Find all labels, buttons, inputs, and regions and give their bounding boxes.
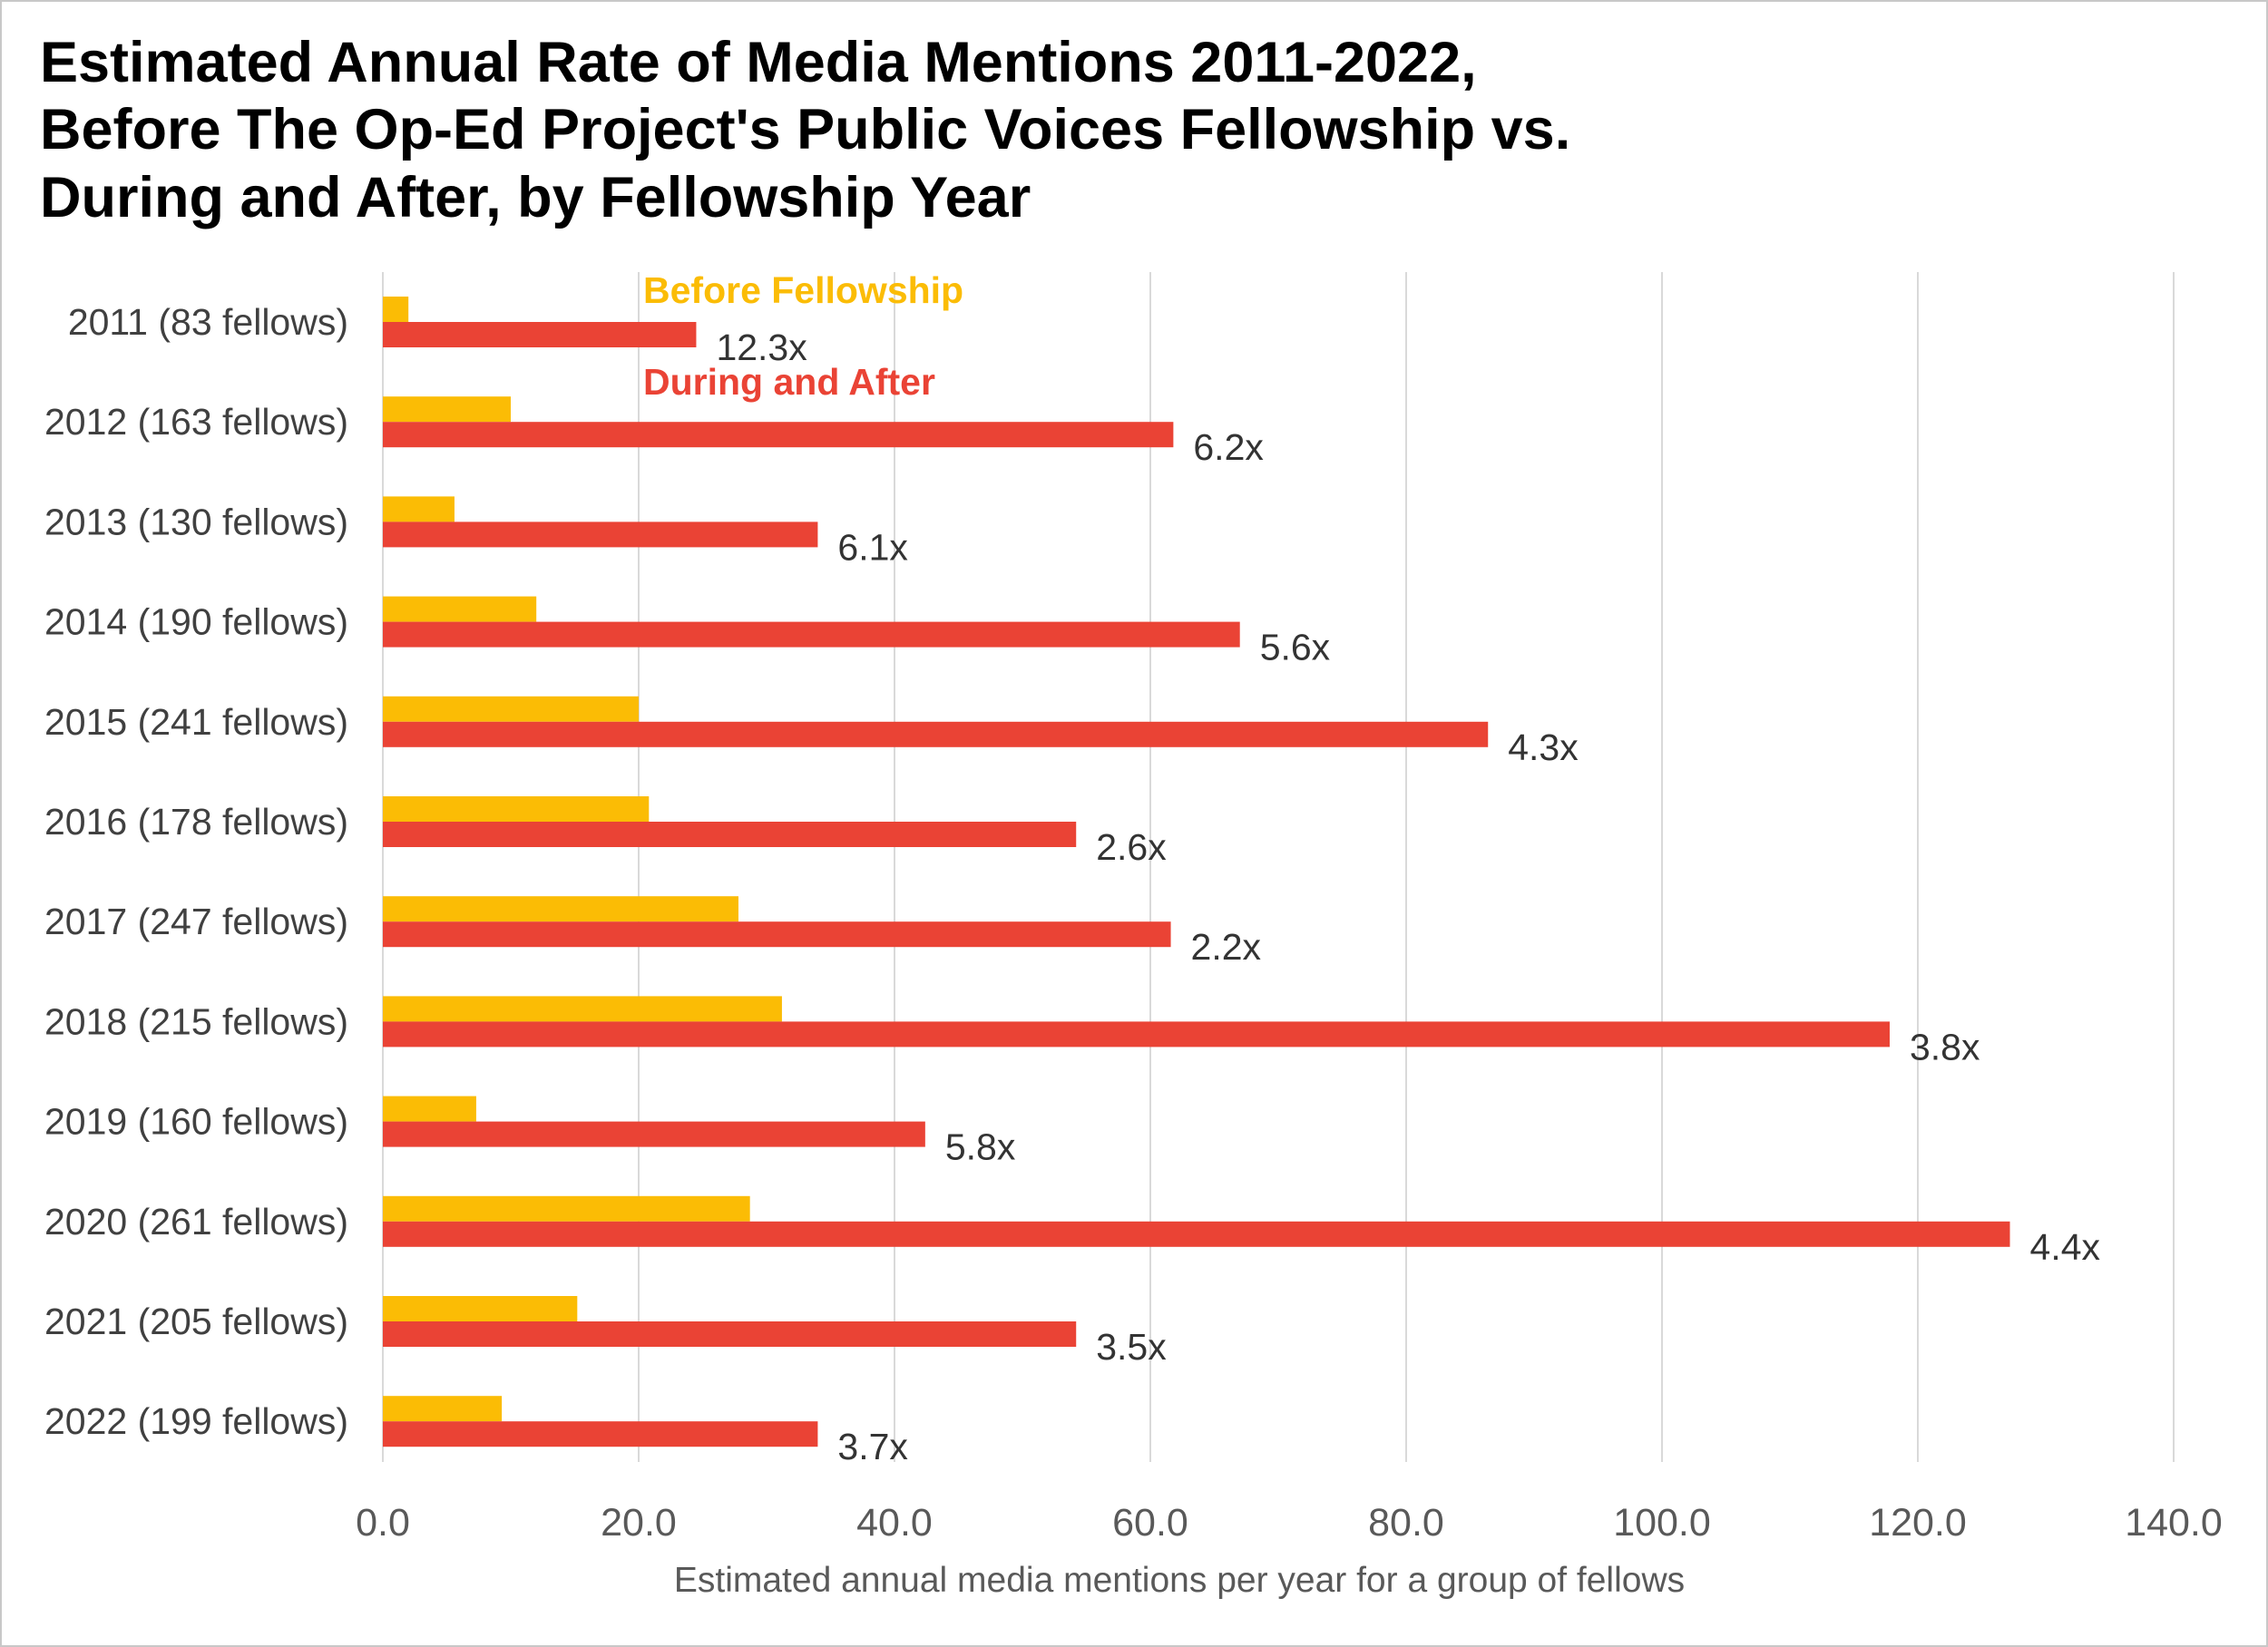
data-label-5: 2.6x xyxy=(1096,826,1167,868)
data-label-11: 3.7x xyxy=(837,1426,908,1467)
bar-during-after-0 xyxy=(383,322,697,347)
data-label-7: 3.8x xyxy=(1910,1026,1980,1067)
chart-title-line-2: Before The Op-Ed Project's Public Voices… xyxy=(40,98,1570,161)
category-label-11: 2022 (199 fellows) xyxy=(44,1400,348,1442)
category-label-2: 2013 (130 fellows) xyxy=(44,501,348,542)
bar-before-1 xyxy=(383,396,511,423)
bar-during-after-8 xyxy=(383,1121,925,1147)
data-label-6: 2.2x xyxy=(1191,926,1262,968)
x-tick-label-7: 140.0 xyxy=(2125,1501,2223,1545)
chart-title-line-1: Estimated Annual Rate of Media Mentions … xyxy=(40,31,1477,94)
bar-during-after-10 xyxy=(383,1321,1077,1347)
data-label-8: 5.8x xyxy=(945,1126,1016,1168)
category-label-6: 2017 (247 fellows) xyxy=(44,901,348,942)
category-label-3: 2014 (190 fellows) xyxy=(44,601,348,643)
bar-during-after-3 xyxy=(383,621,1240,648)
data-label-9: 4.4x xyxy=(2030,1226,2101,1268)
bar-before-5 xyxy=(383,796,650,822)
bar-during-after-9 xyxy=(383,1221,2010,1247)
legend: Before Fellowship During and After xyxy=(643,269,963,403)
bar-before-11 xyxy=(383,1396,503,1422)
x-tick-label-2: 40.0 xyxy=(856,1501,933,1545)
bar-before-4 xyxy=(383,696,639,722)
x-tick-label-4: 80.0 xyxy=(1368,1501,1444,1545)
chart-title-line-3: During and After, by Fellowship Year xyxy=(40,166,1031,229)
x-tick-label-3: 60.0 xyxy=(1112,1501,1188,1545)
category-label-8: 2019 (160 fellows) xyxy=(44,1101,348,1143)
bar-during-after-11 xyxy=(383,1421,818,1447)
bar-before-9 xyxy=(383,1195,750,1222)
chart-title: Estimated Annual Rate of Media Mentions … xyxy=(40,31,1570,229)
gridlines xyxy=(382,272,2175,1462)
category-label-0: 2011 (83 fellows) xyxy=(68,301,348,343)
category-label-7: 2018 (215 fellows) xyxy=(44,1000,348,1042)
x-tick-label-0: 0.0 xyxy=(356,1501,410,1545)
bar-during-after-2 xyxy=(383,521,818,548)
x-tick-label-1: 20.0 xyxy=(601,1501,677,1545)
bar-before-10 xyxy=(383,1296,578,1321)
bar-during-after-4 xyxy=(383,721,1489,747)
x-tick-label-5: 100.0 xyxy=(1613,1501,1711,1545)
data-label-3: 5.6x xyxy=(1260,627,1331,668)
category-label-9: 2020 (261 fellows) xyxy=(44,1201,348,1243)
data-label-10: 3.5x xyxy=(1096,1326,1167,1368)
data-label-2: 6.1x xyxy=(837,526,908,568)
data-label-1: 6.2x xyxy=(1193,426,1264,468)
legend-before-fellowship: Before Fellowship xyxy=(643,269,963,311)
bars xyxy=(383,297,2010,1447)
category-label-1: 2012 (163 fellows) xyxy=(44,401,348,443)
bar-during-after-5 xyxy=(383,822,1077,847)
category-label-10: 2021 (205 fellows) xyxy=(44,1301,348,1342)
bar-before-6 xyxy=(383,896,738,922)
bar-before-2 xyxy=(383,496,455,522)
bar-during-after-7 xyxy=(383,1021,1890,1048)
category-label-5: 2016 (178 fellows) xyxy=(44,801,348,843)
x-tick-labels: 0.0 20.0 40.0 60.0 80.0 100.0 120.0 140.0 xyxy=(356,1501,2223,1545)
bar-before-0 xyxy=(383,297,409,322)
category-labels: 2011 (83 fellows) 2012 (163 fellows) 2013 … xyxy=(44,301,348,1442)
data-label-0: 12.3x xyxy=(716,326,807,368)
bar-during-after-6 xyxy=(383,921,1171,948)
legend-during-and-after: During and After xyxy=(643,361,935,403)
bar-before-8 xyxy=(383,1096,476,1122)
data-labels: 12.3x 6.2x 6.1x 5.6x 4.3x 2.6x 2.2x 3.8x 5.8x 4.4… xyxy=(716,326,2100,1467)
data-label-4: 4.3x xyxy=(1508,726,1579,768)
bar-during-after-1 xyxy=(383,422,1174,448)
category-label-4: 2015 (241 fellows) xyxy=(44,701,348,743)
x-axis-title: Estimated annual media mentions per year… xyxy=(674,1561,1685,1600)
bar-before-7 xyxy=(383,996,782,1022)
x-tick-label-6: 120.0 xyxy=(1869,1501,1967,1545)
bar-before-3 xyxy=(383,596,537,622)
